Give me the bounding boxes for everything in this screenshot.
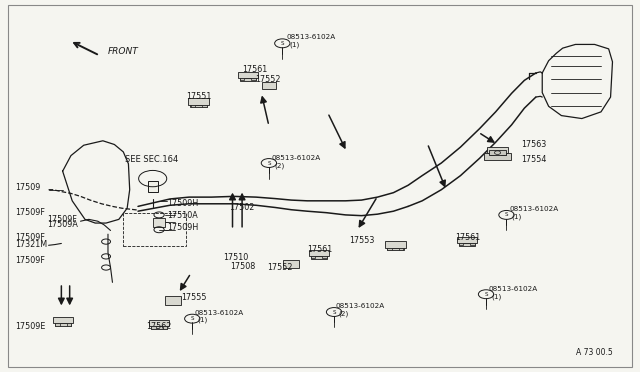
Bar xyxy=(459,243,475,246)
Bar xyxy=(237,72,258,78)
Text: 08513-6102A: 08513-6102A xyxy=(287,34,336,40)
Text: 17551: 17551 xyxy=(186,92,211,101)
Text: 17509H: 17509H xyxy=(167,223,198,232)
Text: SEE SEC.164: SEE SEC.164 xyxy=(125,155,179,164)
Text: 17554: 17554 xyxy=(521,155,547,164)
Bar xyxy=(387,248,392,250)
Text: (2): (2) xyxy=(274,162,284,169)
Text: S: S xyxy=(280,41,284,46)
Text: S: S xyxy=(267,161,271,166)
Bar xyxy=(67,323,71,326)
Bar xyxy=(501,153,506,155)
Bar xyxy=(284,260,300,268)
Text: S: S xyxy=(505,212,508,217)
Bar xyxy=(399,248,403,250)
Bar xyxy=(387,248,404,250)
Bar xyxy=(459,243,463,246)
Bar xyxy=(484,153,511,160)
Text: 08513-6102A: 08513-6102A xyxy=(271,155,321,161)
Text: 17509F: 17509F xyxy=(15,256,45,264)
Text: 17510A: 17510A xyxy=(167,211,198,220)
Bar xyxy=(188,99,209,105)
Text: 17510: 17510 xyxy=(223,253,248,262)
Bar xyxy=(310,256,327,259)
Bar xyxy=(202,105,207,107)
Bar xyxy=(311,256,316,259)
Text: 17508: 17508 xyxy=(230,262,256,271)
Text: 08513-6102A: 08513-6102A xyxy=(195,310,244,316)
Bar xyxy=(240,78,244,80)
Text: 17509: 17509 xyxy=(15,183,40,192)
Bar xyxy=(153,218,166,227)
Text: 17561: 17561 xyxy=(456,232,481,242)
Text: (1): (1) xyxy=(491,293,501,300)
Bar xyxy=(53,317,74,323)
Text: 17552: 17552 xyxy=(255,75,280,84)
Text: 17321M: 17321M xyxy=(15,240,47,249)
Text: A 73 00.5: A 73 00.5 xyxy=(576,348,612,357)
Text: 17509F: 17509F xyxy=(15,233,45,243)
Text: 17553: 17553 xyxy=(349,236,374,246)
Text: 17561: 17561 xyxy=(242,65,268,74)
Bar xyxy=(470,243,475,246)
Text: 17555: 17555 xyxy=(180,293,206,302)
Text: 17509F: 17509F xyxy=(15,208,45,217)
Text: 08513-6102A: 08513-6102A xyxy=(488,286,538,292)
Text: S: S xyxy=(484,292,488,297)
Bar xyxy=(322,256,326,259)
Text: (1): (1) xyxy=(289,41,300,48)
Text: 08513-6102A: 08513-6102A xyxy=(336,304,385,310)
Bar xyxy=(124,213,186,246)
Bar xyxy=(487,147,508,153)
Bar xyxy=(252,78,256,80)
Bar xyxy=(149,320,170,326)
Bar xyxy=(151,326,156,329)
Text: (1): (1) xyxy=(511,213,522,219)
Text: 17509A: 17509A xyxy=(47,221,77,230)
Bar xyxy=(191,105,207,108)
Bar xyxy=(55,323,60,326)
Bar xyxy=(151,326,167,329)
Bar xyxy=(239,78,256,81)
Text: FRONT: FRONT xyxy=(108,47,139,56)
Text: (2): (2) xyxy=(339,311,349,317)
Text: 17552: 17552 xyxy=(268,263,293,272)
Bar xyxy=(163,326,167,329)
Text: 17509E: 17509E xyxy=(15,321,45,331)
Bar xyxy=(489,150,506,155)
Text: 08513-6102A: 08513-6102A xyxy=(509,206,558,212)
Bar xyxy=(490,153,494,155)
Bar xyxy=(308,250,329,256)
Bar xyxy=(148,181,158,192)
Text: (1): (1) xyxy=(197,317,207,323)
Bar xyxy=(191,105,195,107)
Text: 17562: 17562 xyxy=(147,321,172,331)
Text: 17561: 17561 xyxy=(307,245,332,254)
Bar xyxy=(55,323,72,326)
Text: 17502: 17502 xyxy=(229,203,255,212)
Bar xyxy=(457,237,477,243)
Text: S: S xyxy=(191,316,194,321)
Bar xyxy=(490,153,506,155)
Bar xyxy=(385,241,406,248)
Bar xyxy=(165,295,181,305)
Text: 17509H: 17509H xyxy=(167,199,198,208)
Text: S: S xyxy=(332,310,336,314)
Text: 17563: 17563 xyxy=(521,140,547,149)
Bar xyxy=(262,82,276,89)
Text: 17509F: 17509F xyxy=(47,215,77,224)
